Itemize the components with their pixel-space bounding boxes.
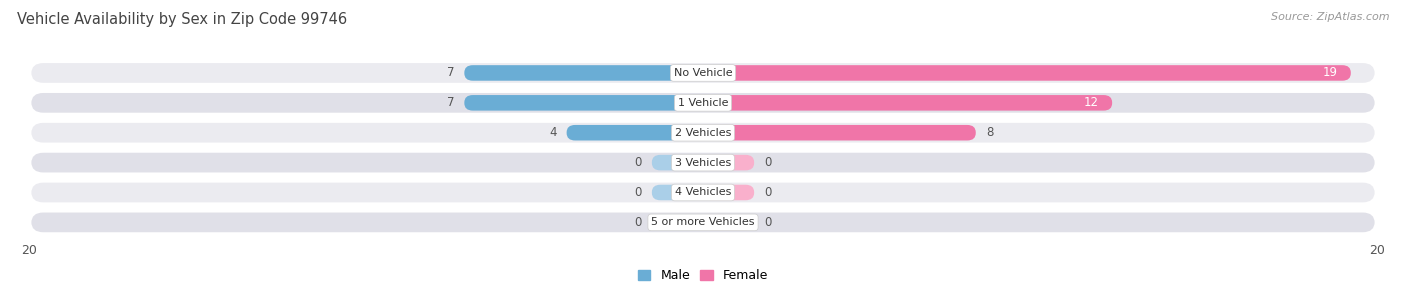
Text: No Vehicle: No Vehicle — [673, 68, 733, 78]
Legend: Male, Female: Male, Female — [633, 264, 773, 287]
Text: 0: 0 — [634, 216, 641, 229]
Text: 7: 7 — [447, 66, 454, 80]
FancyBboxPatch shape — [31, 123, 1375, 143]
FancyBboxPatch shape — [703, 155, 754, 170]
FancyBboxPatch shape — [31, 63, 1375, 83]
Text: 20: 20 — [1369, 244, 1385, 257]
Text: Vehicle Availability by Sex in Zip Code 99746: Vehicle Availability by Sex in Zip Code … — [17, 12, 347, 27]
FancyBboxPatch shape — [31, 183, 1375, 202]
FancyBboxPatch shape — [703, 125, 976, 140]
FancyBboxPatch shape — [652, 155, 703, 170]
FancyBboxPatch shape — [464, 65, 703, 81]
Text: 1 Vehicle: 1 Vehicle — [678, 98, 728, 108]
Text: 0: 0 — [765, 216, 772, 229]
Text: Source: ZipAtlas.com: Source: ZipAtlas.com — [1271, 12, 1389, 22]
Text: 5 or more Vehicles: 5 or more Vehicles — [651, 217, 755, 227]
FancyBboxPatch shape — [652, 185, 703, 200]
FancyBboxPatch shape — [703, 65, 1351, 81]
Text: 2 Vehicles: 2 Vehicles — [675, 128, 731, 138]
Text: 3 Vehicles: 3 Vehicles — [675, 158, 731, 168]
FancyBboxPatch shape — [31, 93, 1375, 113]
FancyBboxPatch shape — [703, 215, 754, 230]
FancyBboxPatch shape — [652, 215, 703, 230]
Text: 0: 0 — [634, 156, 641, 169]
Text: 0: 0 — [765, 186, 772, 199]
Text: 4 Vehicles: 4 Vehicles — [675, 188, 731, 197]
Text: 0: 0 — [765, 156, 772, 169]
Text: 0: 0 — [634, 186, 641, 199]
Text: 20: 20 — [21, 244, 37, 257]
FancyBboxPatch shape — [567, 125, 703, 140]
FancyBboxPatch shape — [464, 95, 703, 110]
FancyBboxPatch shape — [703, 185, 754, 200]
FancyBboxPatch shape — [31, 153, 1375, 173]
Text: 8: 8 — [986, 126, 994, 139]
Text: 12: 12 — [1084, 96, 1098, 109]
Text: 19: 19 — [1322, 66, 1337, 80]
FancyBboxPatch shape — [703, 95, 1112, 110]
Text: 4: 4 — [548, 126, 557, 139]
Text: 7: 7 — [447, 96, 454, 109]
FancyBboxPatch shape — [31, 213, 1375, 232]
